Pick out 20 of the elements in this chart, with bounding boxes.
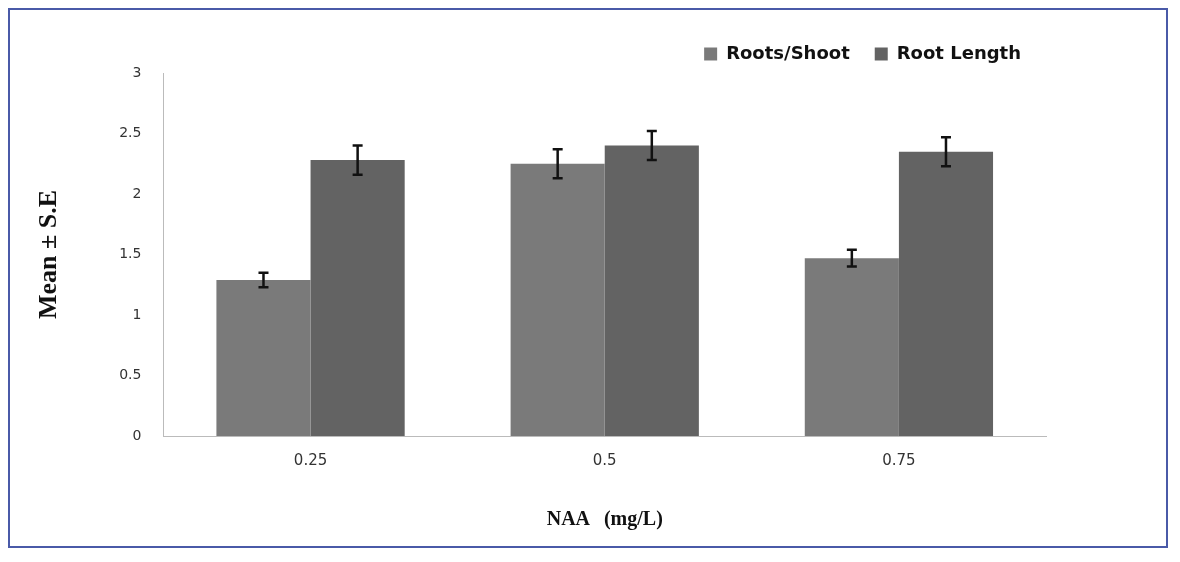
y-tick-label: 3 (132, 63, 142, 80)
bar (216, 279, 311, 436)
bar (898, 151, 994, 436)
y-tick-label: 2.5 (119, 124, 142, 141)
x-tick-label: 0.75 (882, 450, 916, 469)
bar (804, 258, 899, 436)
x-tick-label: 0.5 (592, 450, 617, 469)
y-tick-label: 2 (132, 184, 142, 201)
y-tick-label: 0.5 (119, 366, 142, 383)
legend-label: Roots/Shoot (726, 41, 851, 63)
y-tick-label: 0 (132, 426, 142, 443)
x-tick-label: 0.25 (293, 450, 328, 469)
y-tick-label: 1 (132, 305, 142, 322)
x-axis-title: NAA (mg/L) (546, 507, 663, 531)
bar (510, 163, 605, 436)
legend-label: Root Length (896, 41, 1022, 63)
bar (310, 160, 405, 436)
bar (604, 145, 699, 436)
y-axis-title: Mean ± S.E (33, 189, 63, 320)
y-tick-label: 1.5 (119, 245, 142, 262)
